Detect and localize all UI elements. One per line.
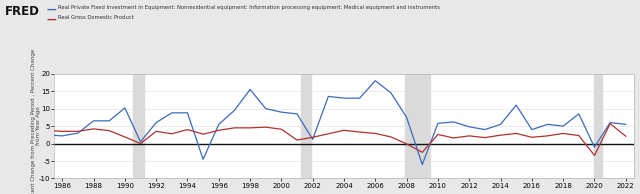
- Text: FRED: FRED: [5, 5, 40, 18]
- Bar: [132, 74, 145, 178]
- Text: Real Gross Domestic Product: Real Gross Domestic Product: [58, 15, 134, 20]
- Text: Real Private Fixed Investment in Equipment: Nonresidential equipment: Informatio: Real Private Fixed Investment in Equipme…: [58, 5, 440, 10]
- Text: —: —: [46, 15, 56, 25]
- Y-axis label: Percent Change from Preceding Period , Percent Change
from Year Ago: Percent Change from Preceding Period , P…: [31, 49, 42, 194]
- Text: —: —: [46, 4, 56, 14]
- Bar: [595, 74, 602, 178]
- Bar: [301, 74, 311, 178]
- Bar: [405, 74, 430, 178]
